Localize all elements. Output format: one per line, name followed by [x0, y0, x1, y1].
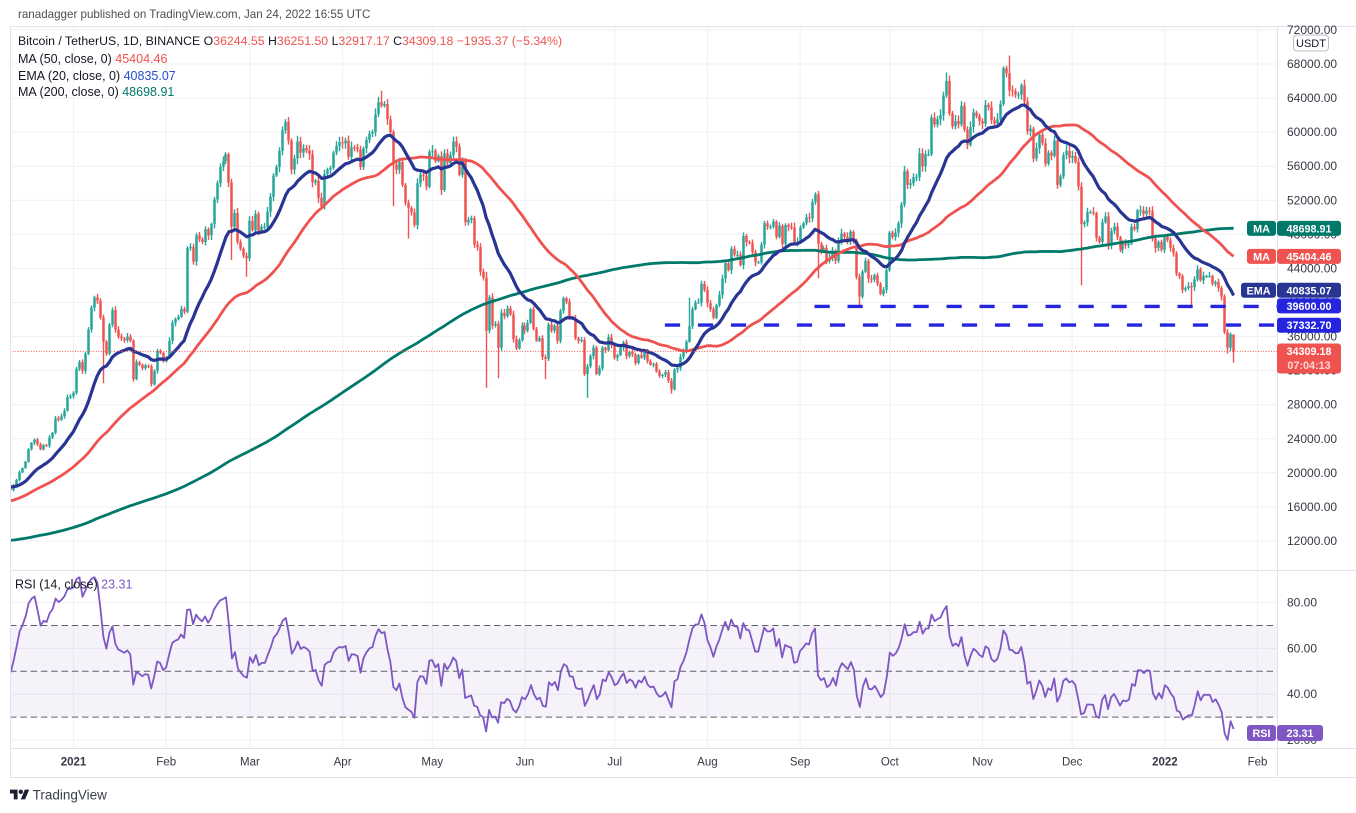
- svg-text:Aug: Aug: [697, 757, 717, 769]
- svg-text:Feb: Feb: [156, 757, 176, 769]
- svg-text:MA: MA: [1253, 251, 1270, 263]
- svg-text:May: May: [421, 757, 443, 769]
- svg-text:45404.46: 45404.46: [1286, 251, 1331, 263]
- svg-text:52000.00: 52000.00: [1287, 193, 1337, 207]
- svg-text:36000.00: 36000.00: [1287, 330, 1337, 344]
- svg-text:44000.00: 44000.00: [1287, 261, 1337, 275]
- svg-text:39600.00: 39600.00: [1286, 301, 1331, 313]
- svg-text:ranadagger published on Tradin: ranadagger published on TradingView.com,…: [18, 8, 370, 21]
- svg-text:Jul: Jul: [607, 757, 622, 769]
- svg-text:Apr: Apr: [334, 757, 352, 769]
- svg-text:72000.00: 72000.00: [1287, 23, 1337, 37]
- svg-text:EMA: EMA: [1247, 285, 1271, 297]
- svg-text:Feb: Feb: [1248, 757, 1268, 769]
- svg-text:Oct: Oct: [881, 757, 900, 769]
- svg-text:MA: MA: [1253, 223, 1270, 235]
- svg-text:56000.00: 56000.00: [1287, 159, 1337, 173]
- svg-text:USDT: USDT: [1296, 38, 1326, 50]
- svg-text:Bitcoin / TetherUS, 1D, BINANC: Bitcoin / TetherUS, 1D, BINANCE O36244.5…: [18, 34, 562, 48]
- svg-text:2022: 2022: [1152, 757, 1178, 769]
- svg-text:64000.00: 64000.00: [1287, 91, 1337, 105]
- svg-text:60000.00: 60000.00: [1287, 125, 1337, 139]
- svg-text:EMA (20, close, 0) 40835.07: EMA (20, close, 0) 40835.07: [18, 69, 176, 83]
- svg-text:MA (200, close, 0) 48698.91: MA (200, close, 0) 48698.91: [18, 85, 174, 99]
- svg-text:68000.00: 68000.00: [1287, 57, 1337, 71]
- svg-text:RSI: RSI: [1253, 728, 1271, 740]
- svg-text:40.00: 40.00: [1287, 687, 1317, 701]
- svg-text:80.00: 80.00: [1287, 596, 1317, 610]
- svg-text:16000.00: 16000.00: [1287, 500, 1337, 514]
- svg-text:37332.70: 37332.70: [1286, 320, 1331, 332]
- svg-text:RSI (14, close) 23.31: RSI (14, close) 23.31: [15, 578, 132, 592]
- svg-text:TradingView: TradingView: [33, 788, 108, 803]
- svg-text:07:04:13: 07:04:13: [1287, 360, 1330, 372]
- svg-text:48698.91: 48698.91: [1286, 223, 1331, 235]
- svg-text:23.31: 23.31: [1286, 728, 1313, 740]
- svg-text:34309.18: 34309.18: [1286, 346, 1331, 358]
- svg-text:2021: 2021: [61, 757, 87, 769]
- svg-text:12000.00: 12000.00: [1287, 534, 1337, 548]
- svg-text:Dec: Dec: [1062, 757, 1083, 769]
- svg-text:Sep: Sep: [790, 757, 810, 769]
- svg-text:60.00: 60.00: [1287, 641, 1317, 655]
- svg-text:28000.00: 28000.00: [1287, 398, 1337, 412]
- svg-text:Jun: Jun: [516, 757, 535, 769]
- svg-text:Mar: Mar: [240, 757, 260, 769]
- svg-text:20000.00: 20000.00: [1287, 466, 1337, 480]
- svg-text:40835.07: 40835.07: [1286, 285, 1331, 297]
- svg-text:24000.00: 24000.00: [1287, 432, 1337, 446]
- svg-text:MA (50, close, 0) 45404.46: MA (50, close, 0) 45404.46: [18, 52, 167, 66]
- svg-text:Nov: Nov: [972, 757, 993, 769]
